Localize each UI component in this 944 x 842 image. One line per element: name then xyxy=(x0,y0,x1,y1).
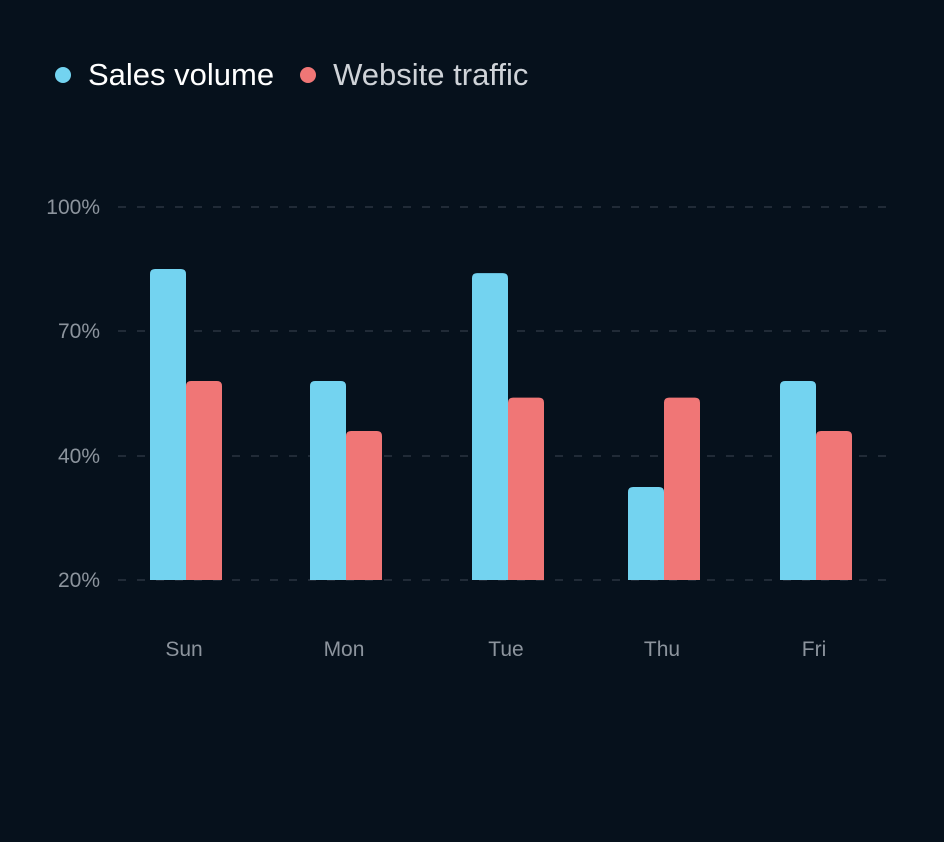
chart-legend: Sales volume Website traffic xyxy=(55,52,554,98)
x-tick-label-sun: Sun xyxy=(165,638,202,661)
legend-label-sales-volume: Sales volume xyxy=(88,57,275,92)
x-tick-label-fri: Fri xyxy=(802,638,827,661)
x-tick-label-thu: Thu xyxy=(644,638,680,661)
bar-website-traffic-fri[interactable] xyxy=(816,431,852,580)
bar-sales-volume-mon[interactable] xyxy=(310,381,346,580)
legend-dot-sales-volume xyxy=(55,67,71,83)
bar-website-traffic-tue[interactable] xyxy=(508,397,544,580)
bar-sales-volume-fri[interactable] xyxy=(780,381,816,580)
legend-label-website-traffic: Website traffic xyxy=(333,57,529,92)
legend-item-sales-volume[interactable]: Sales volume xyxy=(55,52,274,98)
legend-dot-website-traffic xyxy=(300,67,317,83)
y-tick-label: 40% xyxy=(58,445,100,468)
bar-website-traffic-mon[interactable] xyxy=(346,431,382,580)
y-tick-label: 100% xyxy=(46,196,100,219)
bar-sales-volume-tue[interactable] xyxy=(472,273,508,580)
legend-item-website-traffic[interactable]: Website traffic xyxy=(300,52,528,98)
bar-website-traffic-sun[interactable] xyxy=(186,381,222,580)
x-tick-label-tue: Tue xyxy=(488,638,523,661)
y-tick-label: 70% xyxy=(58,320,100,343)
x-tick-label-mon: Mon xyxy=(324,638,365,661)
bar-website-traffic-thu[interactable] xyxy=(664,397,700,580)
bar-sales-volume-thu[interactable] xyxy=(628,487,664,580)
bar-sales-volume-sun[interactable] xyxy=(150,269,186,580)
y-tick-label: 20% xyxy=(58,569,100,592)
